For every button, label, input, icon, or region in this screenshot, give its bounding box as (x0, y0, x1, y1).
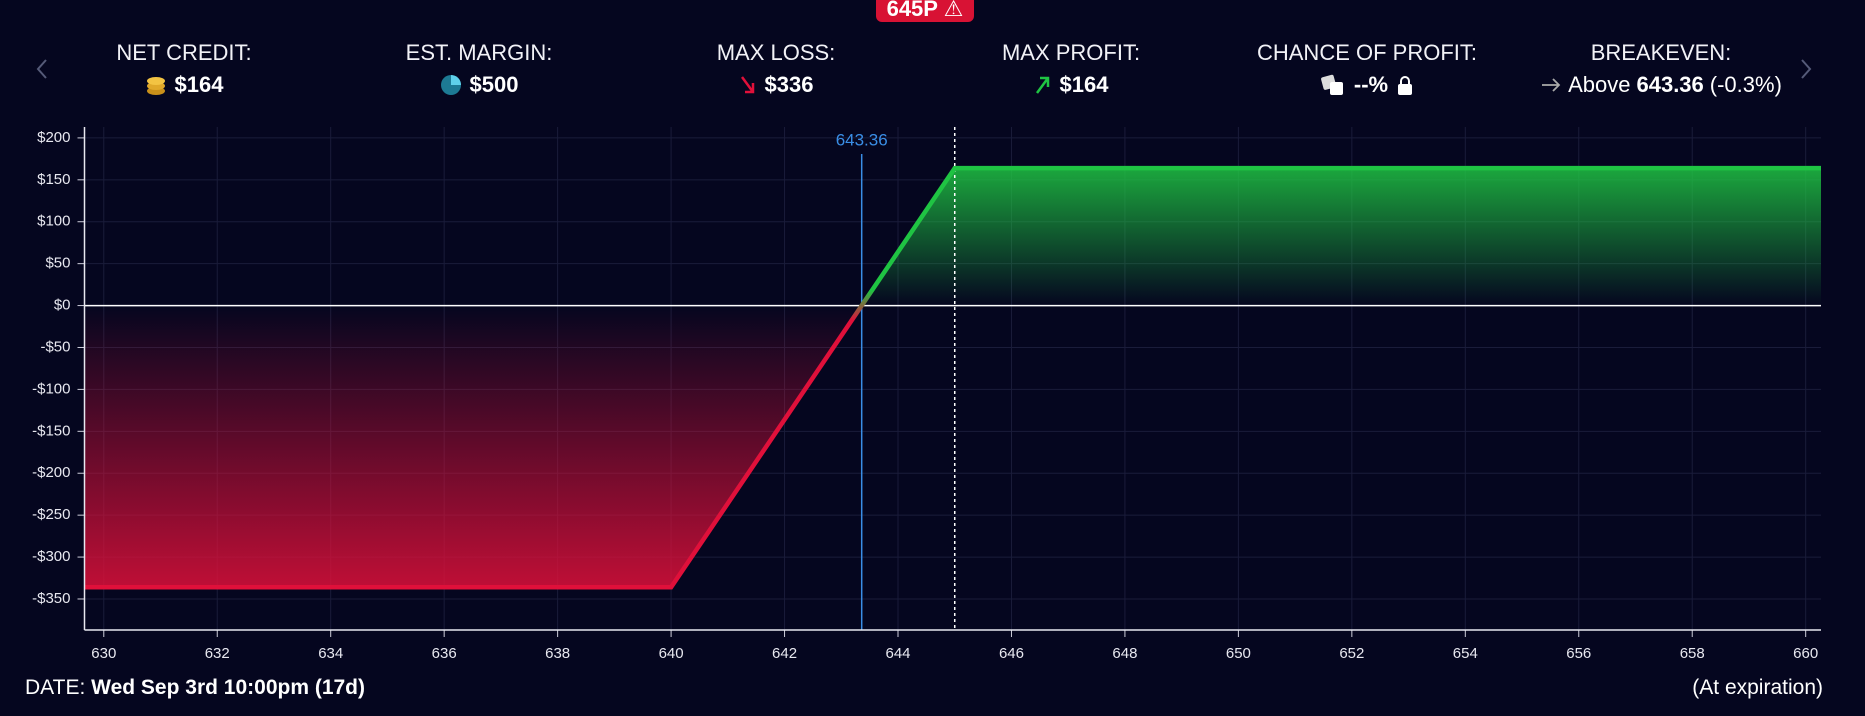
pie-icon (440, 75, 461, 95)
x-tick-label: 648 (1112, 645, 1137, 662)
down-arrow-icon (740, 76, 754, 94)
stat-label: MAX PROFIT: (1001, 40, 1141, 65)
y-tick-label: $150 (37, 171, 70, 188)
breakeven-prefix: Above (1568, 72, 1631, 97)
x-tick-label: 646 (999, 645, 1024, 662)
date-value: Wed Sep 3rd 10:00pm (17d) (91, 676, 366, 699)
footer-date: DATE: Wed Sep 3rd 10:00pm (17d) (25, 676, 365, 700)
position-badge[interactable]: 645P ⚠ (876, 0, 974, 22)
stat-value: $336 (764, 72, 814, 97)
lock-icon[interactable] (1396, 74, 1414, 96)
breakeven-suffix: (-0.3%) (1709, 72, 1782, 97)
stat-label: CHANCE OF PROFIT: (1256, 40, 1477, 65)
stat-label: EST. MARGIN: (405, 40, 553, 65)
stat-breakeven: BREAKEVEN: Above 643.36 (-0.3%) (1501, 40, 1821, 98)
stat-value: $164 (174, 72, 224, 97)
y-tick-label: $50 (45, 255, 70, 272)
x-tick-label: 652 (1339, 645, 1364, 662)
stat-label: NET CREDIT: (116, 40, 252, 65)
y-tick-label: -$100 (32, 380, 70, 397)
y-tick-label: -$350 (32, 590, 70, 607)
x-tick-label: 642 (772, 645, 797, 662)
stat-chance: CHANCE OF PROFIT: --% (1217, 40, 1517, 98)
dice-icon (1320, 74, 1343, 95)
coins-icon (146, 77, 165, 95)
x-tick-label: 658 (1680, 645, 1705, 662)
x-tick-label: 634 (318, 645, 343, 662)
stat-value: --% (1353, 72, 1389, 97)
y-tick-label: -$300 (32, 548, 70, 565)
stat-net-credit: NET CREDIT: $164 (34, 40, 334, 98)
y-tick-label: -$150 (32, 422, 70, 439)
y-tick-label: $0 (54, 297, 71, 314)
y-tick-label: -$50 (40, 338, 70, 355)
y-tick-label: $200 (37, 129, 70, 146)
x-tick-label: 650 (1226, 645, 1251, 662)
date-label: DATE: (25, 676, 86, 699)
next-arrow[interactable] (1798, 58, 1814, 80)
stat-value: $164 (1059, 72, 1109, 97)
breakeven-label: 643.36 (836, 130, 888, 149)
footer-note: (At expiration) (1692, 676, 1823, 699)
right-arrow-icon (1542, 78, 1561, 92)
x-tick-label: 630 (91, 645, 116, 662)
y-tick-label: $100 (37, 213, 70, 230)
stat-label: MAX LOSS: (716, 40, 836, 65)
x-tick-label: 632 (205, 645, 230, 662)
badge-text: 645P (886, 0, 938, 21)
x-tick-label: 644 (885, 645, 910, 662)
prev-arrow[interactable] (34, 58, 50, 80)
y-tick-label: -$200 (32, 464, 70, 481)
up-arrow-icon (1035, 76, 1049, 94)
x-tick-label: 640 (659, 645, 684, 662)
pnl-area (84, 168, 1821, 588)
stat-margin: EST. MARGIN: $500 (329, 40, 629, 98)
pnl-line (84, 165, 1821, 590)
x-tick-label: 656 (1566, 645, 1591, 662)
stat-max-profit: MAX PROFIT: $164 (921, 40, 1221, 98)
stat-value: 643.36 (1636, 72, 1704, 97)
stat-value: $500 (469, 72, 519, 97)
x-tick-label: 638 (545, 645, 570, 662)
stat-label: BREAKEVEN: (1590, 40, 1732, 65)
stat-max-loss: MAX LOSS: $336 (626, 40, 926, 98)
x-tick-label: 636 (432, 645, 457, 662)
x-tick-label: 660 (1793, 645, 1818, 662)
x-tick-label: 654 (1453, 645, 1478, 662)
y-tick-label: -$250 (32, 506, 70, 523)
